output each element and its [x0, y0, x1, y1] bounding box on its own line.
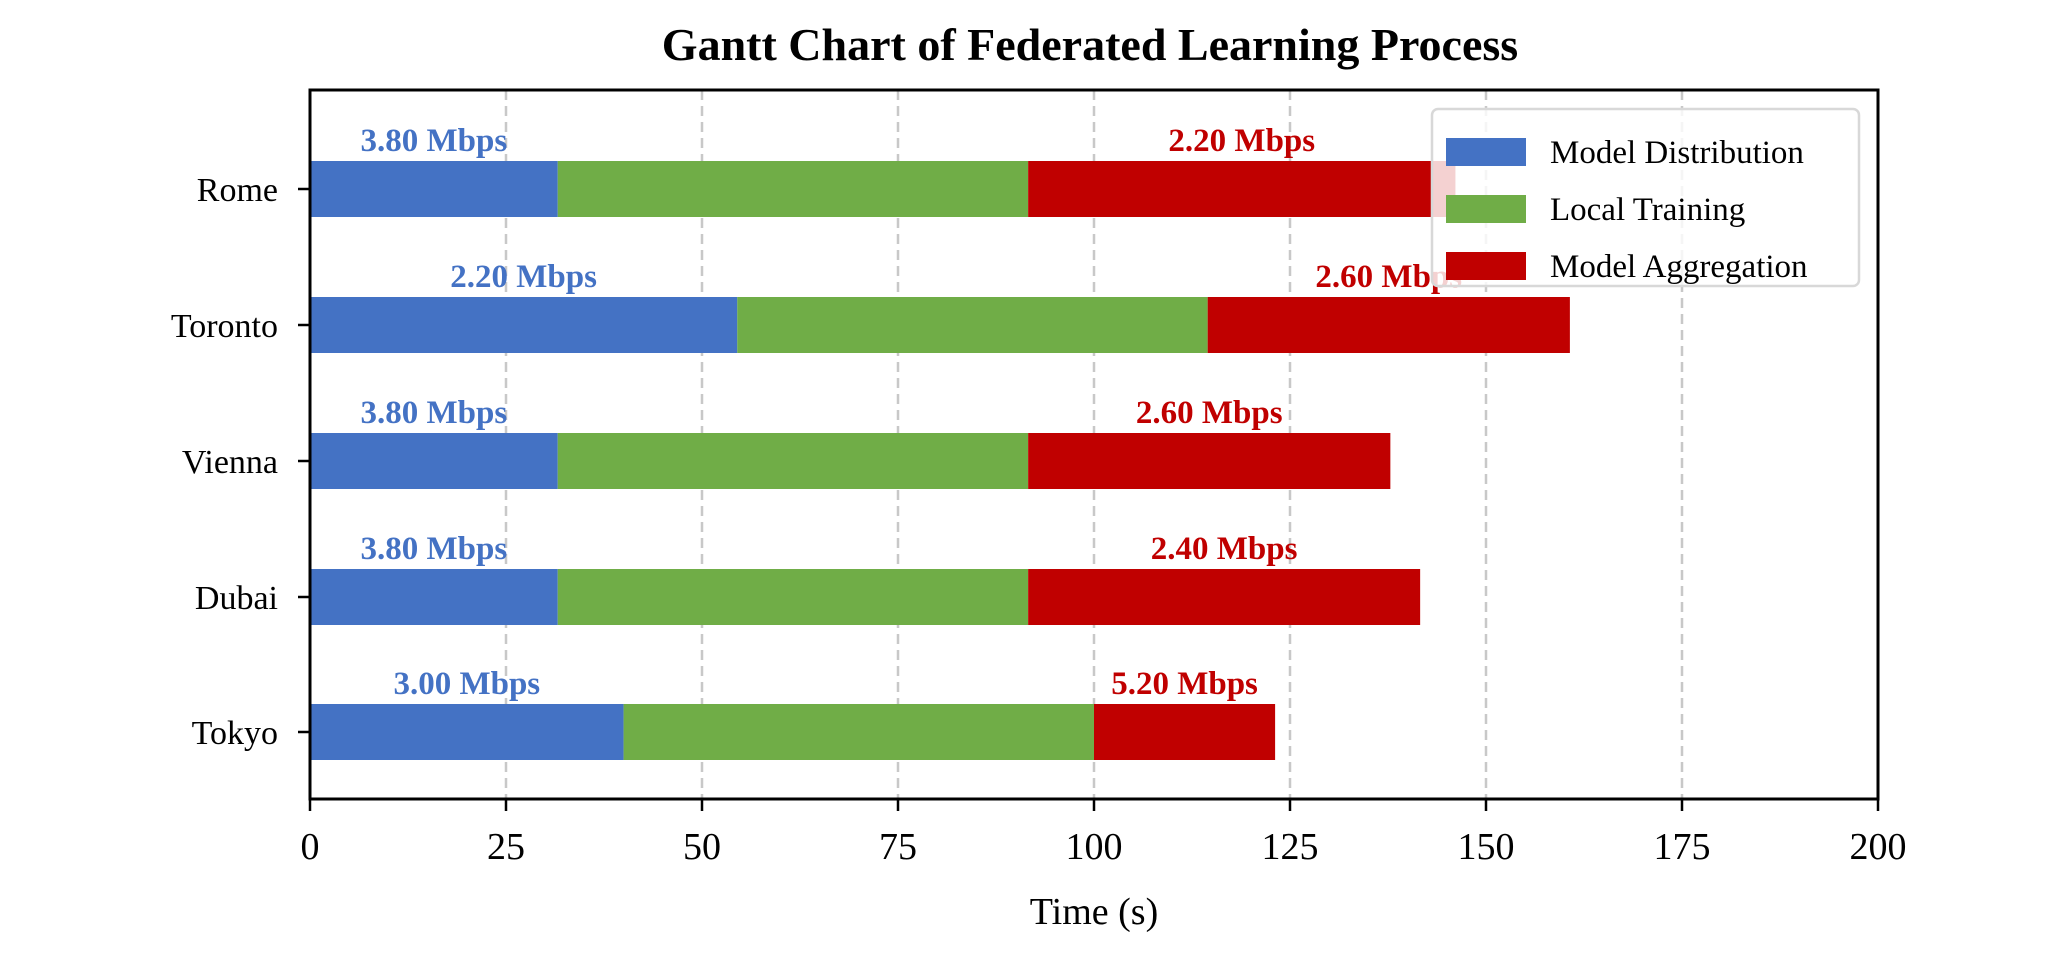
bar-tokyo-model-distribution [310, 704, 624, 760]
bar-toronto-local-training [737, 297, 1208, 353]
bar-rome-local-training [557, 161, 1029, 217]
y-tick-label-vienna: Vienna [182, 444, 278, 481]
data-labels: 3.80 Mbps 2.20 Mbps 2.20 Mbps 2.60 Mbps 3.80… [361, 123, 1463, 702]
bar-dubai-model-distribution [310, 569, 558, 625]
legend-swatch-local-training [1446, 195, 1526, 223]
bar-rome-model-aggregation [1028, 161, 1456, 217]
bars [310, 161, 1570, 760]
data-label-dubai-model-aggregation: 2.40 Mbps [1151, 531, 1298, 567]
legend-swatch-model-aggregation [1446, 252, 1526, 280]
bar-toronto-model-aggregation [1207, 297, 1570, 353]
bar-vienna-model-aggregation [1028, 433, 1391, 489]
data-label-vienna-model-distribution: 3.80 Mbps [361, 395, 508, 431]
bar-vienna-local-training [557, 433, 1029, 489]
x-tick-label-200: 200 [1850, 826, 1907, 868]
legend-label-model-distribution: Model Distribution [1550, 135, 1804, 171]
x-tick-label-100: 100 [1066, 826, 1123, 868]
chart-title: Gantt Chart of Federated Learning Proces… [662, 19, 1518, 70]
data-label-rome-model-distribution: 3.80 Mbps [361, 123, 508, 159]
legend-box [1430, 107, 1861, 288]
y-tick-label-tokyo: Tokyo [192, 715, 278, 752]
y-tick-label-rome: Rome [197, 172, 278, 209]
bar-vienna-model-distribution [310, 433, 558, 489]
legend-label-model-aggregation: Model Aggregation [1550, 249, 1808, 285]
x-tick-label-50: 50 [683, 826, 721, 868]
bar-rome-model-distribution [310, 161, 558, 217]
legend-label-local-training: Local Training [1550, 192, 1745, 228]
bar-tokyo-local-training [623, 704, 1094, 760]
data-label-rome-model-aggregation: 2.20 Mbps [1168, 123, 1315, 159]
data-label-toronto-model-distribution: 2.20 Mbps [450, 259, 597, 295]
data-label-tokyo-model-aggregation: 5.20 Mbps [1111, 666, 1258, 702]
bar-dubai-model-aggregation [1028, 569, 1421, 625]
data-label-dubai-model-distribution: 3.80 Mbps [361, 531, 508, 567]
legend-swatch-model-distribution [1446, 138, 1526, 166]
x-tick-label-175: 175 [1654, 826, 1711, 868]
x-tick-label-75: 75 [879, 826, 917, 868]
x-axis-label: Time (s) [1030, 891, 1158, 933]
y-tick-label-dubai: Dubai [195, 580, 278, 617]
bar-dubai-local-training [557, 569, 1029, 625]
data-label-vienna-model-aggregation: 2.60 Mbps [1136, 395, 1283, 431]
axis-ticks: 0 25 50 75 100 125 150 175 200 Rome Toronto Vienna D… [171, 172, 1907, 868]
x-tick-label-150: 150 [1458, 826, 1515, 868]
bar-toronto-model-distribution [310, 297, 738, 353]
x-tick-label-125: 125 [1262, 826, 1319, 868]
y-tick-label-toronto: Toronto [171, 308, 278, 345]
bar-tokyo-model-aggregation [1094, 704, 1276, 760]
x-tick-label-0: 0 [301, 826, 320, 868]
x-tick-label-25: 25 [487, 826, 525, 868]
data-label-tokyo-model-distribution: 3.00 Mbps [393, 666, 540, 702]
legend: Model Distribution Local Training Model Ag… [1430, 107, 1861, 288]
